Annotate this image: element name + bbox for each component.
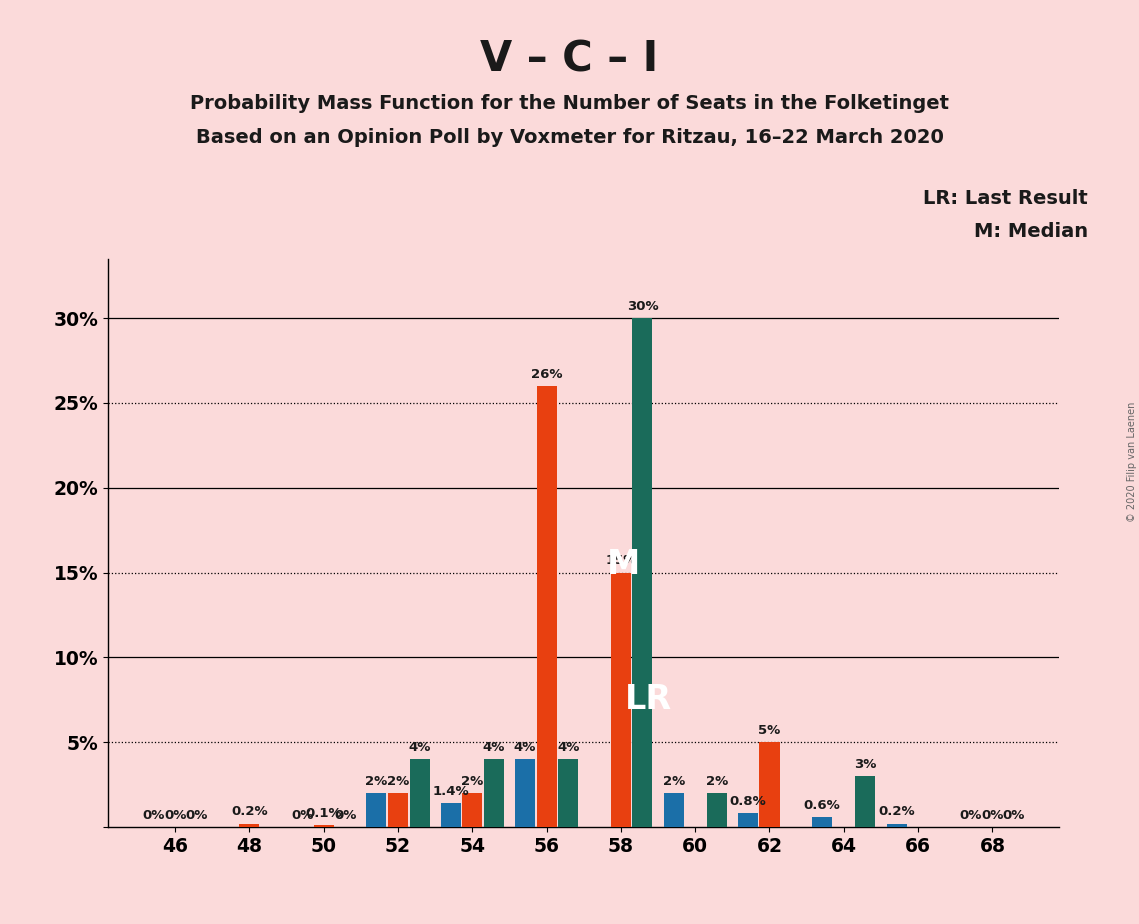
Text: V – C – I: V – C – I xyxy=(481,39,658,80)
Bar xyxy=(367,793,386,827)
Bar xyxy=(664,793,683,827)
Text: LR: LR xyxy=(624,683,672,716)
Bar xyxy=(536,386,557,827)
Bar xyxy=(611,573,631,827)
Bar xyxy=(855,776,876,827)
Text: M: Median: M: Median xyxy=(974,222,1088,241)
Text: 15%: 15% xyxy=(605,554,637,567)
Text: 0%: 0% xyxy=(164,808,187,821)
Text: 0%: 0% xyxy=(960,808,982,821)
Text: Based on an Opinion Poll by Voxmeter for Ritzau, 16–22 March 2020: Based on an Opinion Poll by Voxmeter for… xyxy=(196,128,943,147)
Text: 26%: 26% xyxy=(531,368,563,381)
Bar xyxy=(632,318,653,827)
Text: 4%: 4% xyxy=(483,741,505,754)
Text: 2%: 2% xyxy=(663,775,685,788)
Text: 0.1%: 0.1% xyxy=(305,808,342,821)
Text: 5%: 5% xyxy=(759,724,780,737)
Bar xyxy=(441,803,461,827)
Text: 0%: 0% xyxy=(142,808,165,821)
Text: Probability Mass Function for the Number of Seats in the Folketinget: Probability Mass Function for the Number… xyxy=(190,94,949,114)
Text: 0.8%: 0.8% xyxy=(730,796,767,808)
Bar xyxy=(738,813,757,827)
Text: 0.2%: 0.2% xyxy=(878,806,915,819)
Text: 2%: 2% xyxy=(366,775,387,788)
Text: 0.2%: 0.2% xyxy=(231,806,268,819)
Text: 30%: 30% xyxy=(626,300,658,313)
Bar xyxy=(462,793,482,827)
Text: 0%: 0% xyxy=(290,808,313,821)
Bar xyxy=(886,823,907,827)
Text: © 2020 Filip van Laenen: © 2020 Filip van Laenen xyxy=(1126,402,1137,522)
Text: 2%: 2% xyxy=(461,775,483,788)
Bar xyxy=(410,760,429,827)
Text: 2%: 2% xyxy=(706,775,728,788)
Text: 0.6%: 0.6% xyxy=(804,798,841,811)
Text: M: M xyxy=(607,548,640,580)
Bar xyxy=(706,793,727,827)
Text: 4%: 4% xyxy=(557,741,580,754)
Text: 3%: 3% xyxy=(854,758,877,771)
Bar xyxy=(558,760,579,827)
Text: 0%: 0% xyxy=(981,808,1003,821)
Bar xyxy=(388,793,408,827)
Text: 1.4%: 1.4% xyxy=(433,785,469,798)
Text: 0%: 0% xyxy=(1002,808,1025,821)
Bar xyxy=(313,825,334,827)
Text: 4%: 4% xyxy=(409,741,431,754)
Text: LR: Last Result: LR: Last Result xyxy=(923,189,1088,209)
Text: 0%: 0% xyxy=(186,808,207,821)
Bar xyxy=(239,823,260,827)
Bar xyxy=(484,760,503,827)
Text: 0%: 0% xyxy=(334,808,357,821)
Bar xyxy=(515,760,535,827)
Bar xyxy=(760,742,779,827)
Text: 2%: 2% xyxy=(387,775,409,788)
Text: 4%: 4% xyxy=(514,741,536,754)
Bar xyxy=(812,817,833,827)
